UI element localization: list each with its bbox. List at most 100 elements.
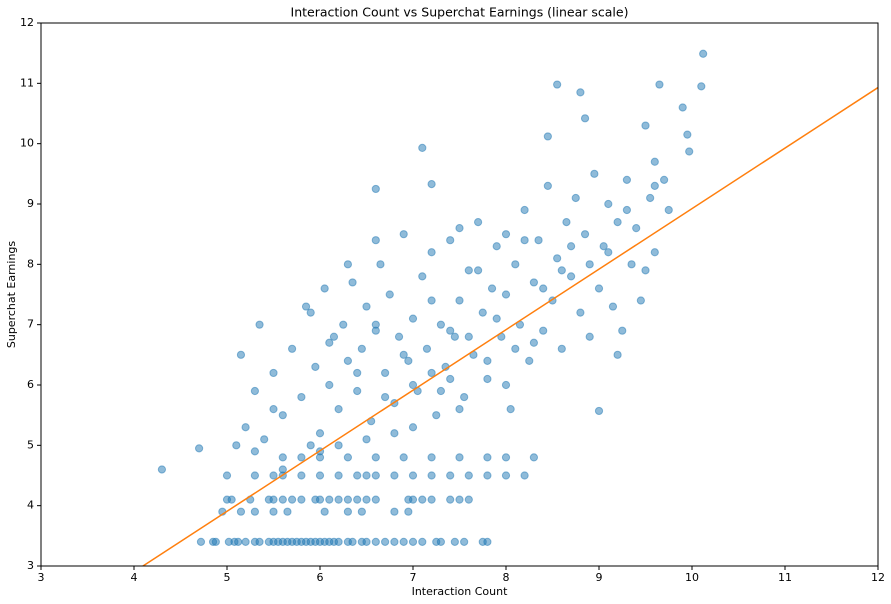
scatter-point bbox=[255, 320, 264, 329]
scatter-point bbox=[353, 471, 362, 480]
y-tick-label: 7 bbox=[27, 318, 34, 331]
scatter-point bbox=[269, 507, 278, 516]
scatter-point bbox=[283, 507, 292, 516]
scatter-point bbox=[501, 290, 511, 299]
scatter-point bbox=[599, 242, 608, 251]
y-tick-label: 3 bbox=[27, 559, 34, 572]
scatter-point bbox=[580, 230, 590, 239]
scatter-point bbox=[357, 344, 366, 353]
x-tick-label: 12 bbox=[871, 571, 885, 584]
plot-frame bbox=[40, 22, 879, 567]
scatter-point bbox=[334, 495, 343, 504]
y-tick-label: 4 bbox=[27, 499, 34, 512]
scatter-point bbox=[236, 350, 246, 359]
scatter-point bbox=[464, 495, 473, 504]
scatter-point bbox=[390, 507, 399, 516]
scatter-point bbox=[455, 495, 464, 504]
scatter-point bbox=[474, 218, 483, 227]
scatter-point bbox=[627, 260, 636, 269]
scatter-point bbox=[371, 471, 380, 480]
scatter-point bbox=[348, 278, 357, 287]
scatter-point bbox=[269, 368, 278, 378]
scatter-point bbox=[571, 193, 580, 203]
scatter-point bbox=[234, 537, 243, 546]
scatter-point bbox=[553, 80, 562, 89]
scatter-point bbox=[371, 537, 380, 546]
scatter-point bbox=[422, 344, 432, 353]
scatter-point bbox=[520, 205, 529, 215]
scatter-point bbox=[227, 495, 236, 504]
scatter-point bbox=[557, 266, 566, 275]
scatter-point bbox=[529, 338, 539, 347]
scatter-point bbox=[408, 471, 418, 480]
scatter-point bbox=[408, 423, 418, 432]
y-tick-label: 5 bbox=[27, 438, 34, 451]
scatter-point bbox=[529, 453, 539, 462]
scatter-point bbox=[418, 495, 427, 504]
scatter-point bbox=[608, 302, 618, 311]
scatter-point bbox=[557, 344, 566, 353]
scatter-point bbox=[646, 193, 655, 203]
scatter-point bbox=[385, 290, 394, 299]
scatter-point bbox=[288, 495, 297, 504]
scatter-point bbox=[585, 260, 594, 269]
scatter-point bbox=[506, 405, 515, 414]
scatter-point bbox=[362, 302, 371, 311]
plot-area bbox=[141, 49, 878, 566]
x-axis-label: Interaction Count bbox=[412, 585, 509, 598]
scatter-point bbox=[613, 350, 622, 359]
scatter-point bbox=[269, 495, 278, 504]
scatter-point bbox=[543, 132, 552, 141]
scatter-point bbox=[534, 236, 543, 245]
scatter-point bbox=[576, 308, 585, 317]
scatter-point bbox=[641, 121, 650, 130]
scatter-point bbox=[455, 405, 464, 414]
scatter-point bbox=[436, 386, 445, 396]
scatter-point bbox=[325, 338, 334, 347]
scatter-point bbox=[455, 224, 464, 233]
scatter-point bbox=[343, 495, 352, 504]
scatter-point bbox=[329, 332, 339, 341]
scatter-point bbox=[269, 471, 278, 480]
scatter-point bbox=[650, 181, 659, 190]
scatter-point bbox=[381, 368, 390, 378]
scatter-point bbox=[446, 495, 455, 504]
scatter-point bbox=[371, 236, 380, 245]
scatter-point bbox=[404, 356, 413, 365]
scatter-point bbox=[553, 254, 562, 263]
scatter-point bbox=[543, 181, 552, 190]
scatter-point bbox=[492, 242, 501, 251]
scatter-point bbox=[334, 537, 343, 546]
x-tick-label: 3 bbox=[38, 571, 45, 584]
scatter-point bbox=[320, 284, 329, 293]
scatter-point bbox=[567, 272, 576, 281]
scatter-point bbox=[311, 362, 320, 371]
scatter-point bbox=[320, 507, 329, 516]
x-tick-label: 9 bbox=[596, 571, 603, 584]
scatter-point bbox=[664, 205, 673, 215]
scatter-point bbox=[632, 224, 641, 233]
scatter-point bbox=[371, 320, 380, 329]
scatter-point bbox=[241, 423, 250, 432]
scatter-point bbox=[260, 435, 269, 444]
scatter-point bbox=[297, 495, 306, 504]
scatter-point bbox=[474, 266, 483, 275]
y-tick-label: 9 bbox=[27, 197, 34, 210]
scatter-point bbox=[381, 392, 390, 402]
scatter-point bbox=[371, 453, 380, 462]
scatter-point bbox=[650, 248, 659, 257]
scatter-point bbox=[195, 444, 204, 453]
scatter-point bbox=[250, 447, 259, 456]
scatter-point bbox=[236, 507, 246, 516]
scatter-point bbox=[618, 326, 627, 335]
scatter-point bbox=[622, 175, 632, 184]
scatter-point bbox=[590, 169, 599, 178]
scatter-point bbox=[390, 429, 399, 438]
y-tick-label: 10 bbox=[20, 137, 34, 150]
scatter-point bbox=[562, 218, 571, 227]
scatter-point bbox=[343, 507, 352, 516]
x-tick-label: 7 bbox=[410, 571, 417, 584]
scatter-point bbox=[250, 386, 259, 396]
scatter-point bbox=[576, 88, 585, 97]
